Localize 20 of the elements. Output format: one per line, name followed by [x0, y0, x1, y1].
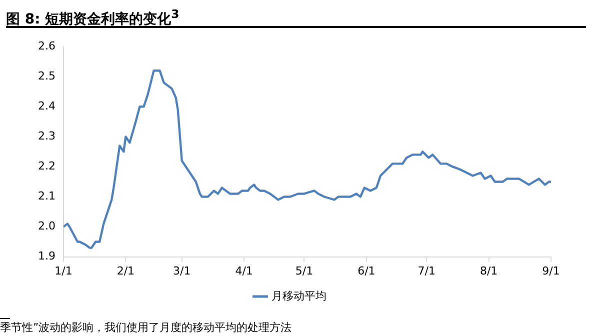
x-tick-label: 2/1	[116, 264, 135, 278]
x-tick-label: 8/1	[480, 264, 498, 278]
y-tick-label: 2.3	[38, 130, 56, 143]
x-tick-label: 5/1	[295, 264, 314, 278]
y-tick-label: 2.2	[38, 160, 56, 173]
x-tick-label: 1/1	[54, 264, 72, 278]
x-tick-label: 3/1	[173, 264, 191, 278]
y-tick-label: 2.4	[38, 100, 56, 113]
y-tick-label: 2.6	[38, 39, 56, 52]
y-tick-label: 1.9	[38, 250, 56, 263]
x-tick-label: 4/1	[235, 264, 253, 278]
x-tick-label: 9/1	[542, 264, 560, 278]
text: 季节性”波动的影响，我们使用了月度的移动平均的处理方法	[0, 321, 292, 335]
y-tick-label: 2.5	[38, 69, 56, 82]
chart-title: 图 8: 短期资金利率的变化$^{3}$	[6, 2, 586, 28]
x-tick-label: 6/1	[358, 264, 376, 278]
legend-label: 月移动平均	[271, 289, 326, 302]
x-tick-label: 7/1	[418, 264, 436, 278]
y-tick-label: 2.1	[38, 190, 56, 203]
y-tick-label: 2.0	[38, 220, 56, 233]
